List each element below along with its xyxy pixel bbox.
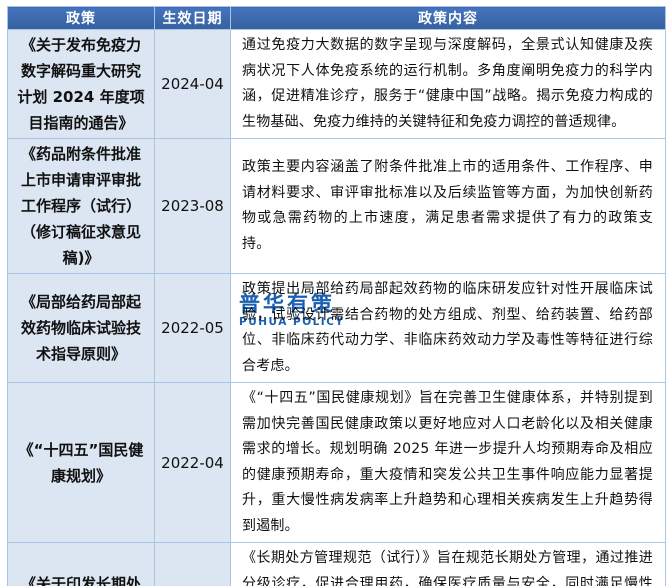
policy-content: 《长期处方管理规范（试行）》旨在规范长期处方管理，通过推进分级诊疗，促进合理用药… xyxy=(230,542,666,586)
policy-name: 《关于印发长期处方管理规范（试行）的通知》 xyxy=(7,542,155,586)
effective-date: 2022-04 xyxy=(154,382,231,543)
effective-date: 2022-05 xyxy=(154,273,231,383)
policy-name: 《药品附条件批准上市申请审评审批工作程序（试行）（修订稿征求意见稿)》 xyxy=(7,138,155,274)
effective-date: 2023-08 xyxy=(154,138,231,274)
policy-name: 《关于发布免疫力数字解码重大研究计划 2024 年度项目指南的通告》 xyxy=(7,29,155,139)
table-row: 《关于印发长期处方管理规范（试行）的通知》 2021-08 《长期处方管理规范（… xyxy=(7,542,666,586)
policy-table: 政策 生效日期 政策内容 《关于发布免疫力数字解码重大研究计划 2024 年度项… xyxy=(7,6,666,586)
table-row: 《“十四五”国民健康规划》 2022-04 《“十四五”国民健康规划》旨在完善卫… xyxy=(7,382,666,543)
policy-content: 通过免疫力大数据的数字呈现与深度解码，全景式认知健康及疾病状况下人体免疫系统的运… xyxy=(230,29,666,139)
table-header-row: 政策 生效日期 政策内容 xyxy=(7,6,666,30)
policy-name: 《局部给药局部起效药物临床试验技术指导原则》 xyxy=(7,273,155,383)
policy-content: 政策主要内容涵盖了附条件批准上市的适用条件、工作程序、申请材料要求、审评审批标准… xyxy=(230,138,666,274)
policy-content: 《“十四五”国民健康规划》旨在完善卫生健康体系，并特别提到需加快完善国民健康政策… xyxy=(230,382,666,543)
header-cell-policy: 政策 xyxy=(7,6,155,30)
effective-date: 2024-04 xyxy=(154,29,231,139)
table-row: 《局部给药局部起效药物临床试验技术指导原则》 2022-05 政策提出局部给药局… xyxy=(7,273,666,383)
header-cell-content: 政策内容 xyxy=(230,6,666,30)
effective-date: 2021-08 xyxy=(154,542,231,586)
table-row: 《药品附条件批准上市申请审评审批工作程序（试行）（修订稿征求意见稿)》 2023… xyxy=(7,138,666,274)
policy-content: 政策提出局部给药局部起效药物的临床研发应针对性开展临床试验，试验设计需结合药物的… xyxy=(230,273,666,383)
policy-name: 《“十四五”国民健康规划》 xyxy=(7,382,155,543)
table-row: 《关于发布免疫力数字解码重大研究计划 2024 年度项目指南的通告》 2024-… xyxy=(7,29,666,139)
header-cell-date: 生效日期 xyxy=(154,6,231,30)
